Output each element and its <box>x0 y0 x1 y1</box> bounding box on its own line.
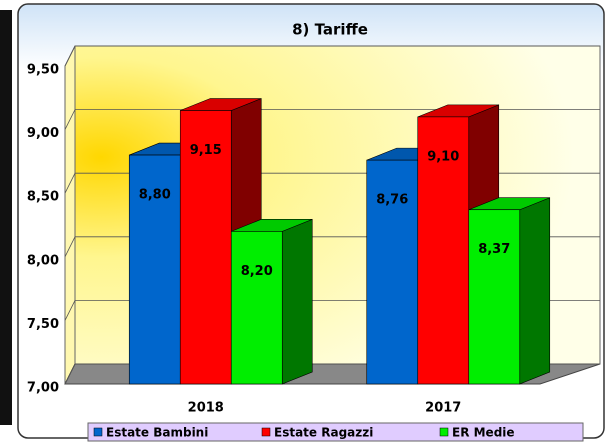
value-label: 9,10 <box>427 149 459 164</box>
legend-label: Estate Ragazzi <box>274 426 373 440</box>
bar <box>468 209 521 385</box>
legend <box>87 422 584 442</box>
value-label: 8,80 <box>139 188 171 203</box>
grid-line <box>64 45 600 67</box>
x-tick-label: 2018 <box>188 401 224 416</box>
x-tick-label: 2017 <box>425 401 461 416</box>
bar <box>366 159 419 385</box>
legend-swatch <box>261 427 271 437</box>
legend-swatch <box>439 427 449 437</box>
y-tick-label: 8,00 <box>27 253 59 268</box>
legend-swatch <box>93 427 103 437</box>
y-tick-label: 9,00 <box>27 126 59 141</box>
value-label: 9,15 <box>190 143 222 158</box>
side-wall <box>64 45 76 385</box>
legend-label: Estate Bambini <box>106 426 208 440</box>
bar <box>230 231 283 385</box>
y-tick-label: 7,50 <box>27 317 59 332</box>
bar-side <box>281 218 313 385</box>
legend-label: ER Medie <box>452 426 515 440</box>
y-tick-label: 8,50 <box>27 190 59 205</box>
grid-line <box>64 109 600 130</box>
value-label: 8,20 <box>241 264 273 279</box>
value-label: 8,76 <box>376 193 408 208</box>
value-label: 8,37 <box>478 242 510 257</box>
bar <box>179 110 232 385</box>
chart-title: 8) Tariffe <box>292 21 368 39</box>
y-tick-label: 9,50 <box>27 63 59 78</box>
bar <box>417 116 470 385</box>
bar-side <box>519 197 551 385</box>
side-strip <box>0 10 12 425</box>
y-tick-label: 7,00 <box>27 381 59 396</box>
bar <box>128 154 181 385</box>
